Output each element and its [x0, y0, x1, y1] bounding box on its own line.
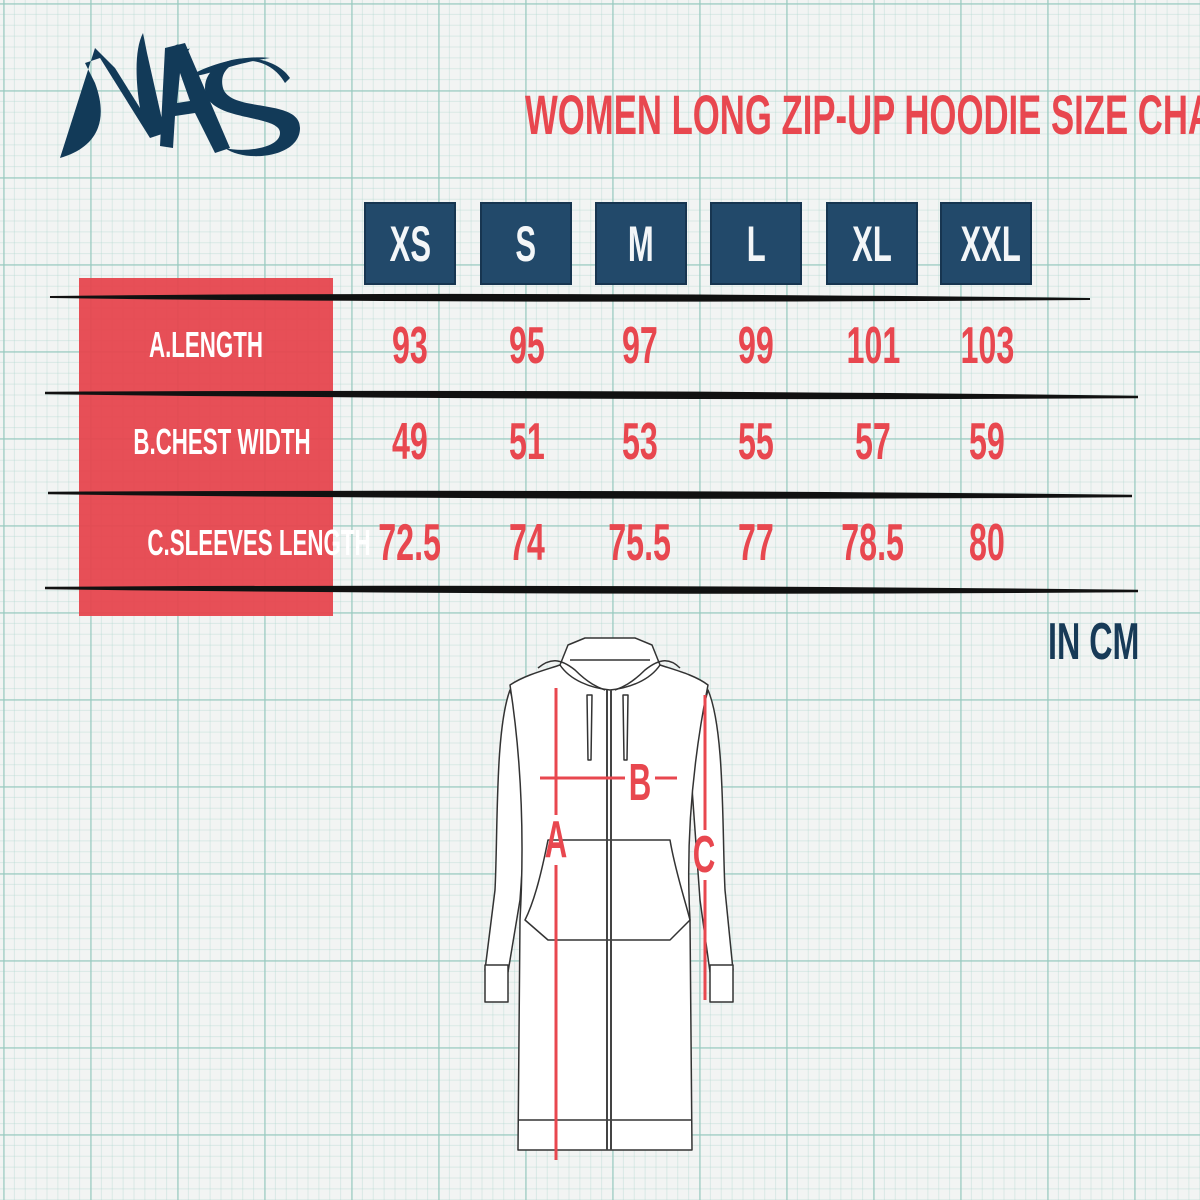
divider-line	[44, 390, 1139, 400]
size-header-s: S	[480, 202, 572, 285]
divider-line	[44, 585, 1139, 594]
cell: 59	[969, 413, 1005, 471]
divider-line	[49, 293, 1091, 302]
cell: 55	[738, 413, 774, 471]
cell: 99	[738, 317, 774, 375]
size-header-m: M	[595, 202, 687, 285]
cell: 103	[960, 317, 1014, 375]
marker-a: A	[545, 811, 568, 869]
row-label-length: A.LENGTH	[148, 324, 264, 365]
row-label-chest-width: B.CHEST WIDTH	[133, 421, 311, 462]
nas-logo	[60, 33, 300, 158]
divider-line	[47, 490, 1133, 499]
cell: 77	[738, 514, 774, 572]
marker-b: B	[629, 754, 652, 812]
cell: 53	[622, 413, 658, 471]
cell: 75.5	[608, 514, 672, 572]
marker-c: C	[693, 826, 716, 884]
cell: 57	[855, 413, 891, 471]
size-header-xs: XS	[364, 202, 456, 285]
row-label-sleeves-length: C.SLEEVES LENGTH	[147, 522, 371, 563]
cell: 49	[392, 413, 428, 471]
cell: 74	[509, 514, 545, 572]
size-header-l: L	[710, 202, 802, 285]
page-title: WOMEN LONG ZIP-UP HOODIE SIZE CHART	[525, 83, 1200, 146]
measurement-label-block	[79, 278, 333, 616]
unit-label: IN CM	[1047, 613, 1140, 671]
cell: 95	[509, 317, 545, 375]
cell: 97	[622, 317, 658, 375]
cell: 72.5	[378, 514, 442, 572]
cell: 51	[509, 413, 545, 471]
cell: 80	[969, 514, 1005, 572]
hoodie-diagram: B A C	[484, 637, 734, 1160]
size-header-xxl: XXL	[940, 202, 1032, 285]
cell: 93	[392, 317, 428, 375]
size-header-xl: XL	[826, 202, 918, 285]
cell: 78.5	[841, 514, 905, 572]
cell: 101	[846, 317, 900, 375]
